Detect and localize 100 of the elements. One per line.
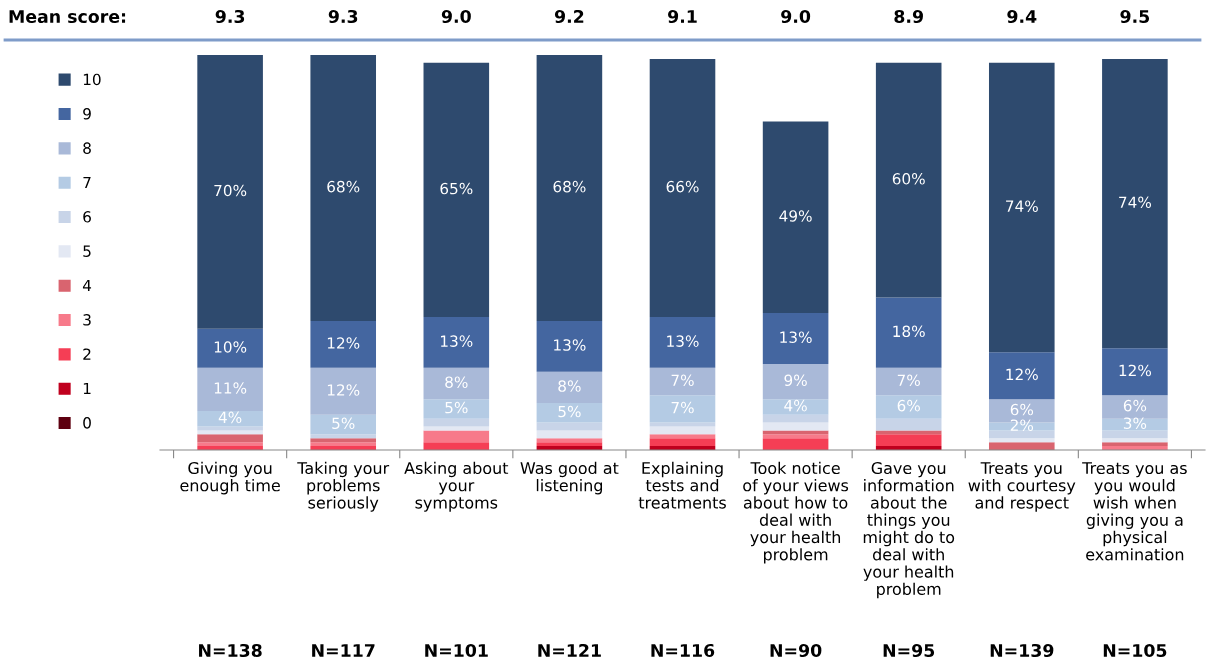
data-label: 12%: [1006, 368, 1038, 381]
text: 9.0: [441, 9, 471, 24]
text: N=117: [312, 644, 375, 657]
legend-label: 5: [83, 245, 91, 257]
x-tick-label: Treats you with courtesy and respect: [968, 462, 1076, 512]
bar: [649, 395, 716, 423]
data-label: 5%: [558, 405, 581, 418]
bar: [197, 367, 263, 411]
data-label: 4%: [784, 399, 807, 412]
bar: [875, 418, 942, 431]
bar: [1102, 395, 1168, 419]
data-label: 18%: [893, 325, 925, 338]
bar: [423, 367, 490, 400]
bar: [762, 438, 829, 450]
x-tick-label: Gave you information about the things you might do to deal with your health problem: [863, 462, 955, 599]
bar: [988, 442, 1055, 450]
text: N=116: [651, 643, 715, 658]
bar: [197, 55, 263, 329]
data-label: 3%: [1123, 417, 1147, 430]
legend-label: 6: [83, 211, 91, 223]
bar: [310, 414, 377, 435]
data-label: 7%: [671, 401, 694, 414]
data-label: 68%: [553, 180, 586, 193]
data-label: 9%: [784, 374, 807, 386]
legend-label: 3: [83, 314, 91, 326]
data-label: 6%: [1123, 399, 1147, 412]
data-label: 12%: [327, 337, 360, 349]
data-label: 13%: [780, 331, 812, 343]
data-label: 6%: [1010, 403, 1034, 416]
bar: [762, 430, 829, 435]
text: 9.3: [328, 9, 358, 24]
bar: [649, 422, 716, 427]
legend-label: 7: [83, 176, 91, 189]
x-tick-label: Giving you enough time: [180, 461, 280, 495]
x-tick-label: Treats you as you would wish when giving you a physical examination: [1082, 462, 1187, 561]
bar: [197, 430, 263, 435]
text: N=95: [883, 643, 935, 658]
bar: [875, 434, 942, 447]
bar: [875, 62, 942, 298]
bar: [1102, 438, 1168, 443]
bar: [988, 62, 1055, 353]
bar: [1102, 58, 1168, 349]
bar: [536, 320, 603, 372]
bar: [875, 395, 942, 419]
data-label: 5%: [332, 417, 355, 430]
bar: [536, 438, 603, 443]
bar: [649, 58, 716, 318]
data-label: 6%: [897, 399, 920, 412]
legend-label: 2: [83, 348, 91, 360]
bar: [1102, 430, 1168, 439]
data-label: 12%: [327, 384, 360, 396]
data-label: 8%: [445, 376, 468, 388]
bar: [310, 55, 377, 321]
data-label: 68%: [327, 180, 360, 193]
data-label: 13%: [554, 339, 586, 351]
bar: [988, 352, 1055, 400]
data-label: 74%: [1119, 196, 1152, 209]
bar: [423, 430, 490, 443]
bar: [536, 403, 603, 423]
bar: [762, 313, 829, 364]
x-tick-label: Taking your problems seriously: [297, 461, 390, 512]
data-label: 65%: [440, 182, 473, 195]
text: N=139: [990, 643, 1054, 658]
data-label: 7%: [897, 374, 920, 386]
data-label: 74%: [1006, 200, 1038, 212]
legend-label: 1: [83, 382, 91, 395]
bar: [875, 367, 942, 396]
bar: [536, 442, 603, 447]
text: N=121: [538, 643, 601, 657]
bar: [423, 418, 490, 427]
data-label: 13%: [441, 335, 473, 347]
bar: [988, 430, 1055, 439]
data-label: 7%: [671, 374, 694, 386]
text: N=105: [1103, 643, 1167, 658]
data-label: 49%: [779, 210, 812, 222]
text: 9.5: [1120, 9, 1150, 24]
bar: [875, 297, 942, 368]
bar: [762, 121, 829, 314]
text: 9.0: [781, 9, 811, 24]
text: N=101: [425, 643, 488, 658]
bar: [875, 430, 942, 435]
bar: [762, 414, 829, 423]
data-label: 12%: [1119, 364, 1152, 377]
bar: [197, 442, 263, 447]
text: 9.4: [1007, 9, 1037, 24]
bar: [649, 367, 716, 396]
bar: [762, 399, 829, 415]
bar: [310, 442, 377, 447]
bar: [1102, 348, 1168, 396]
legend-label: 8: [83, 142, 91, 154]
bar: [536, 55, 603, 321]
x-tick-label: Explaining tests and treatments: [638, 461, 726, 509]
data-label: 60%: [892, 173, 925, 185]
bar: [1102, 442, 1168, 447]
text: 9.3: [215, 9, 245, 24]
bar: [310, 367, 377, 415]
bar: [762, 434, 829, 439]
legend-label: 10: [83, 73, 101, 86]
data-label: 66%: [666, 180, 699, 193]
legend-label: 4: [82, 279, 92, 292]
